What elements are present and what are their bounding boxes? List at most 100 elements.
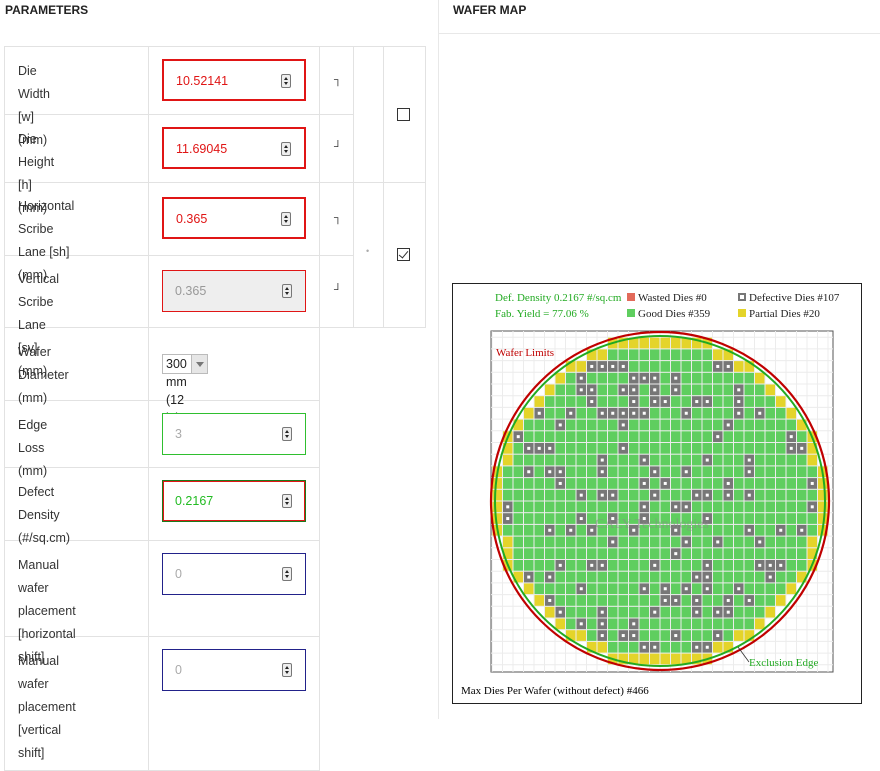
wafer-diameter-select[interactable]: 300 mm (12 in) [162, 354, 208, 425]
good-die [576, 560, 586, 571]
defect-marker [506, 505, 510, 509]
good-die [618, 501, 628, 513]
good-die [713, 384, 723, 396]
lock-die-ratio-checkbox[interactable] [397, 108, 410, 121]
good-die [681, 443, 691, 454]
partial-die [818, 478, 828, 489]
partial-die [618, 653, 628, 665]
good-die [755, 548, 765, 559]
horizontal-shift-spinner[interactable] [282, 567, 292, 581]
good-die [713, 454, 723, 466]
good-die [639, 595, 649, 606]
good-die [755, 443, 765, 454]
edge-loss-input[interactable]: 3 [162, 413, 306, 455]
good-die [639, 361, 649, 372]
defect-marker [695, 598, 699, 602]
horizontal-scribe-input[interactable]: 0.365 [162, 197, 306, 239]
good-die [566, 618, 576, 630]
good-die [734, 454, 744, 466]
good-die [587, 630, 597, 641]
defect-marker [611, 411, 615, 415]
good-die [734, 513, 744, 524]
good-die [744, 571, 754, 583]
header-divider [438, 33, 880, 34]
good-die [618, 618, 628, 630]
vertical-shift-spinner[interactable] [282, 663, 292, 677]
good-die [776, 501, 786, 513]
defect-marker [800, 446, 804, 450]
good-die [671, 419, 681, 431]
defect-marker [600, 364, 604, 368]
die-height-input[interactable]: 11.69045 [162, 127, 306, 169]
defect-marker [621, 423, 625, 427]
defect-marker [674, 376, 678, 380]
good-die [618, 454, 628, 466]
wafer-map-canvas [489, 330, 834, 673]
defect-marker [590, 400, 594, 404]
good-die [723, 548, 733, 559]
good-die [744, 407, 754, 419]
good-die [692, 466, 702, 478]
good-die [671, 454, 681, 466]
good-die [566, 501, 576, 513]
defect-marker [737, 587, 741, 591]
defect-marker [632, 400, 636, 404]
good-die [587, 513, 597, 524]
good-die [702, 548, 712, 559]
good-die [671, 560, 681, 571]
partial-die [639, 653, 649, 665]
good-die [692, 630, 702, 641]
good-die [576, 396, 586, 407]
good-die [765, 513, 775, 524]
good-die [776, 513, 786, 524]
partial-die [576, 361, 586, 372]
good-die [587, 478, 597, 489]
good-die [650, 536, 660, 548]
column-divider [438, 0, 439, 719]
edge-loss-spinner[interactable] [282, 427, 292, 441]
partial-die [629, 653, 639, 665]
good-die [587, 466, 597, 478]
defect-density-spinner[interactable] [282, 494, 292, 508]
good-die [608, 431, 618, 442]
defect-marker [737, 411, 741, 415]
vertical-shift-input[interactable]: 0 [162, 649, 306, 691]
defect-marker [674, 598, 678, 602]
good-die [650, 349, 660, 361]
good-die [587, 443, 597, 454]
good-die [650, 501, 660, 513]
good-die [534, 431, 544, 442]
good-die [765, 501, 775, 513]
good-die [734, 571, 744, 583]
partial-swatch [738, 309, 746, 317]
good-die [566, 606, 576, 618]
die-height-spinner[interactable] [281, 142, 291, 156]
chevron-down-icon[interactable] [190, 355, 207, 373]
horizontal-scribe-spinner[interactable] [281, 212, 291, 226]
partial-die [503, 536, 513, 548]
good-die [660, 548, 670, 559]
partial-die [639, 337, 649, 349]
lock-scribe-checkbox[interactable] [397, 248, 410, 261]
good-die [503, 489, 513, 501]
good-die [545, 513, 555, 524]
partial-die [513, 571, 523, 583]
horizontal-shift-input[interactable]: 0 [162, 553, 306, 595]
good-die [660, 501, 670, 513]
good-die [639, 396, 649, 407]
defect-marker [726, 423, 730, 427]
good-die [681, 524, 691, 536]
good-die [513, 513, 523, 524]
good-die [534, 466, 544, 478]
defect-density-input[interactable]: 0.2167 [162, 480, 306, 522]
good-die [639, 560, 649, 571]
good-die [681, 489, 691, 501]
defect-marker [663, 587, 667, 591]
good-die [618, 536, 628, 548]
die-width-input[interactable]: 10.52141 [162, 59, 306, 101]
good-die [755, 419, 765, 431]
defect-marker [768, 575, 772, 579]
good-die [692, 560, 702, 571]
die-width-spinner[interactable] [281, 74, 291, 88]
defect-marker [653, 470, 657, 474]
